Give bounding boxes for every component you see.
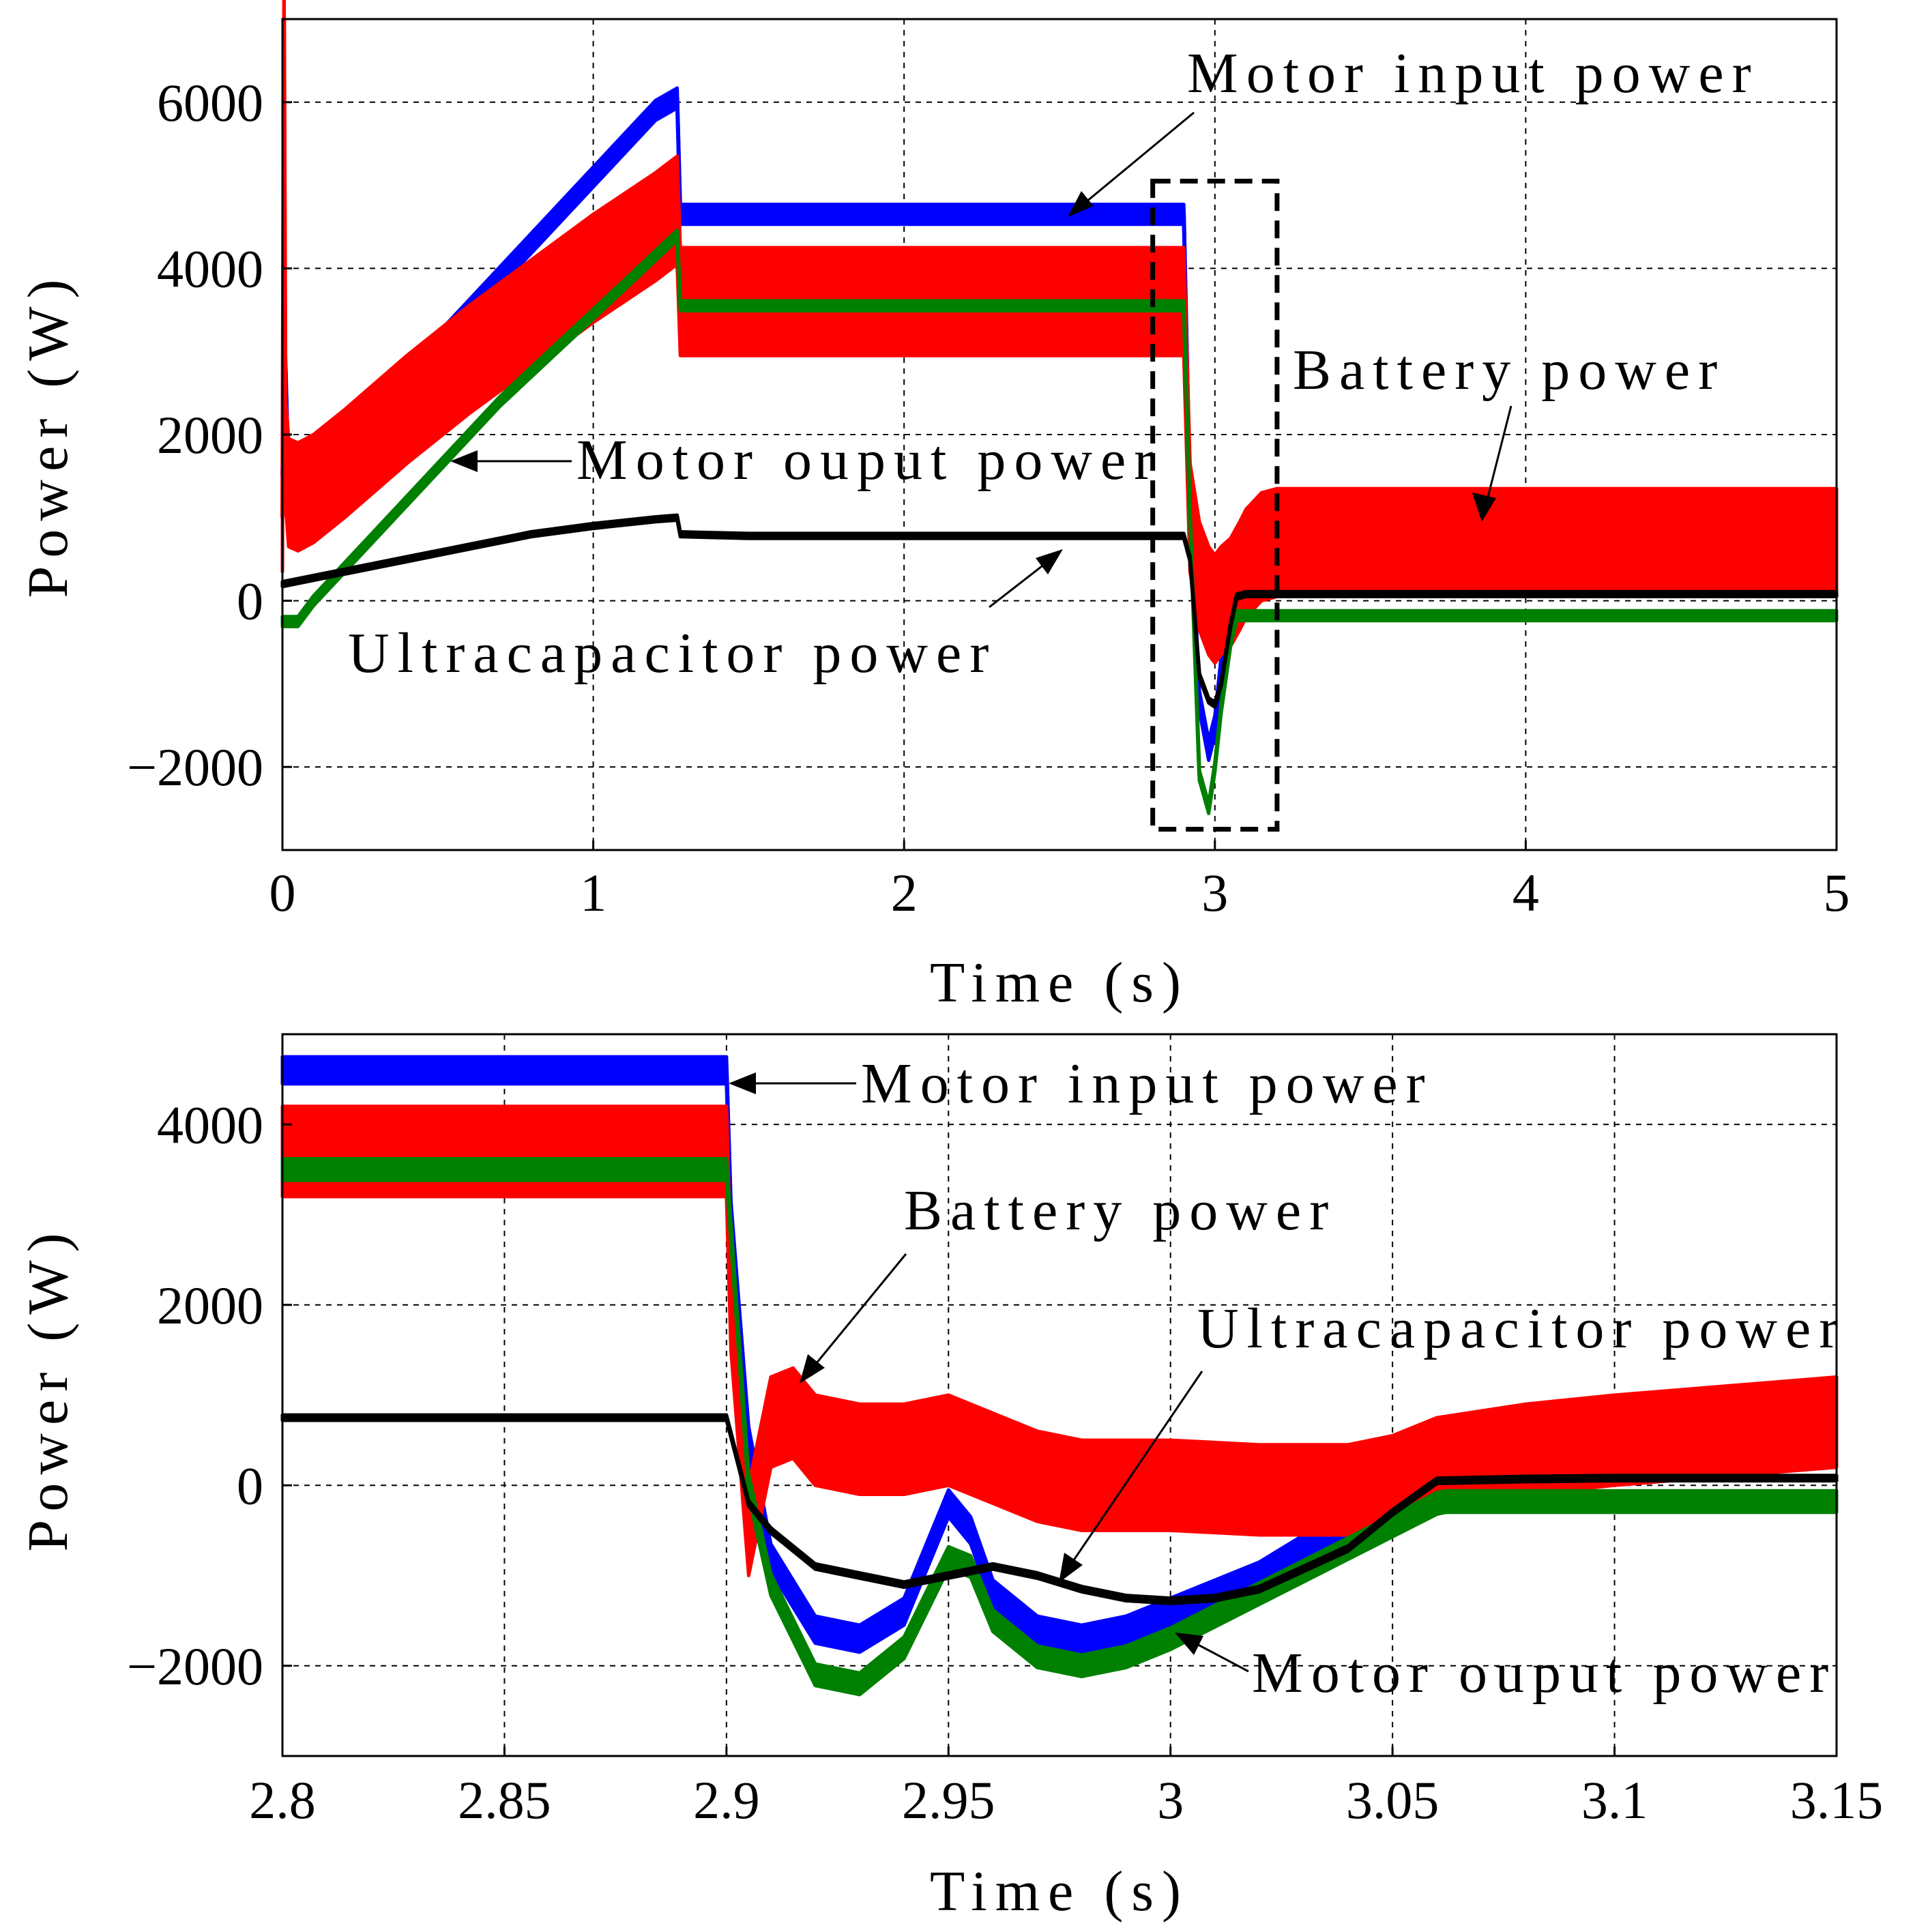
series-line-ultracapacitor-power [282,1416,1837,1603]
zoom-region-box [1150,179,1280,832]
y-tick-label: 0 [237,1456,263,1515]
annotation-arrow [1482,405,1512,514]
y-axis-label: Power (W) [16,1225,80,1552]
annotation-ultracapacitor: Ultracapacitor power [348,549,1063,685]
arrow-head [800,1354,825,1384]
annotation-ultracapacitor: Ultracapacitor power [1059,1297,1846,1583]
annotation-motor-output: Motor ouput power [450,428,1161,492]
annotation-label: Motor ouput power [1252,1641,1837,1705]
x-tick-label: 4 [1512,863,1539,922]
series-line-motor-ouput-power [282,1167,1837,1686]
arrow-head [1175,1633,1203,1655]
x-tick-label: 2.9 [693,1770,760,1830]
annotation-battery: Battery power [800,1179,1336,1384]
x-tick-label: 3.05 [1346,1770,1439,1830]
arrow-head [1036,549,1063,574]
x-tick-label: 3 [1157,1770,1184,1830]
tick-labels: 0 1 2 3 4 5 −2000 0 2000 4000 6000 [127,73,1850,922]
series-line-ultracapacitor-power [282,515,1837,707]
y-tick-label: −2000 [127,1637,263,1696]
arrow-head [1068,191,1094,217]
x-tick-label: 2.85 [458,1770,551,1830]
y-tick-label: 2000 [157,1276,263,1335]
annotation-arrow [1190,1639,1249,1673]
series-line-motor-ouput-power [282,233,1837,811]
arrow-head [729,1072,756,1094]
annotation-arrow [1066,1371,1203,1570]
annotation-motor-input: Motor input power [1068,42,1759,217]
x-tick-label: 2.95 [902,1770,995,1830]
annotation-motor-input: Motor input power [729,1052,1433,1115]
annotation-arrow [812,1253,907,1368]
y-tick-label: 6000 [157,73,263,132]
annotation-arrow [1074,111,1195,213]
y-tick-label: 4000 [157,1095,263,1154]
tick-labels: 2.8 2.85 2.9 2.95 3 3.05 3.1 3.15 −2000 0 2000 4000 [127,1095,1883,1830]
x-tick-label: 3 [1201,863,1228,922]
x-tick-label: 3.1 [1581,1770,1648,1830]
annotation-battery: Battery power [1293,338,1725,522]
x-tick-label: 0 [269,863,296,922]
annotation-label: Motor ouput power [576,428,1161,492]
arrow-head [450,450,478,472]
y-tick-label: 0 [237,572,263,631]
x-axis-label: Time (s) [930,1860,1189,1923]
annotation-label: Battery power [904,1179,1336,1242]
annotation-label: Motor input power [861,1052,1433,1115]
y-tick-label: 2000 [157,405,263,465]
arrow-head [1472,493,1496,522]
annotation-label: Motor input power [1187,42,1759,105]
x-tick-label: 3.15 [1790,1770,1884,1830]
x-tick-label: 1 [580,863,606,922]
series-line-battery-power [282,1149,1837,1533]
y-axis-label: Power (W) [16,272,80,598]
annotation-label: Battery power [1293,338,1725,402]
annotation-label: Ultracapacitor power [1197,1297,1846,1360]
annotation-label: Ultracapacitor power [348,621,997,685]
x-tick-label: 2.8 [249,1770,316,1830]
annotation-motor-output: Motor ouput power [1175,1633,1837,1705]
y-tick-label: 4000 [157,239,263,298]
plot-frame [281,1033,1838,1757]
bottom-chart: 2.8 2.85 2.9 2.95 3 3.05 3.1 3.15 −2000 0 2000 4000… [16,1033,1883,1923]
top-chart: 0 1 2 3 4 5 −2000 0 2000 4000 6000 Time (s) Power … [16,0,1850,1014]
arrow-head [1059,1553,1083,1583]
x-tick-label: 2 [891,863,918,922]
x-axis-label: Time (s) [930,951,1189,1014]
x-tick-label: 5 [1824,863,1850,922]
y-tick-label: −2000 [127,737,263,797]
annotation-arrow [989,558,1051,609]
